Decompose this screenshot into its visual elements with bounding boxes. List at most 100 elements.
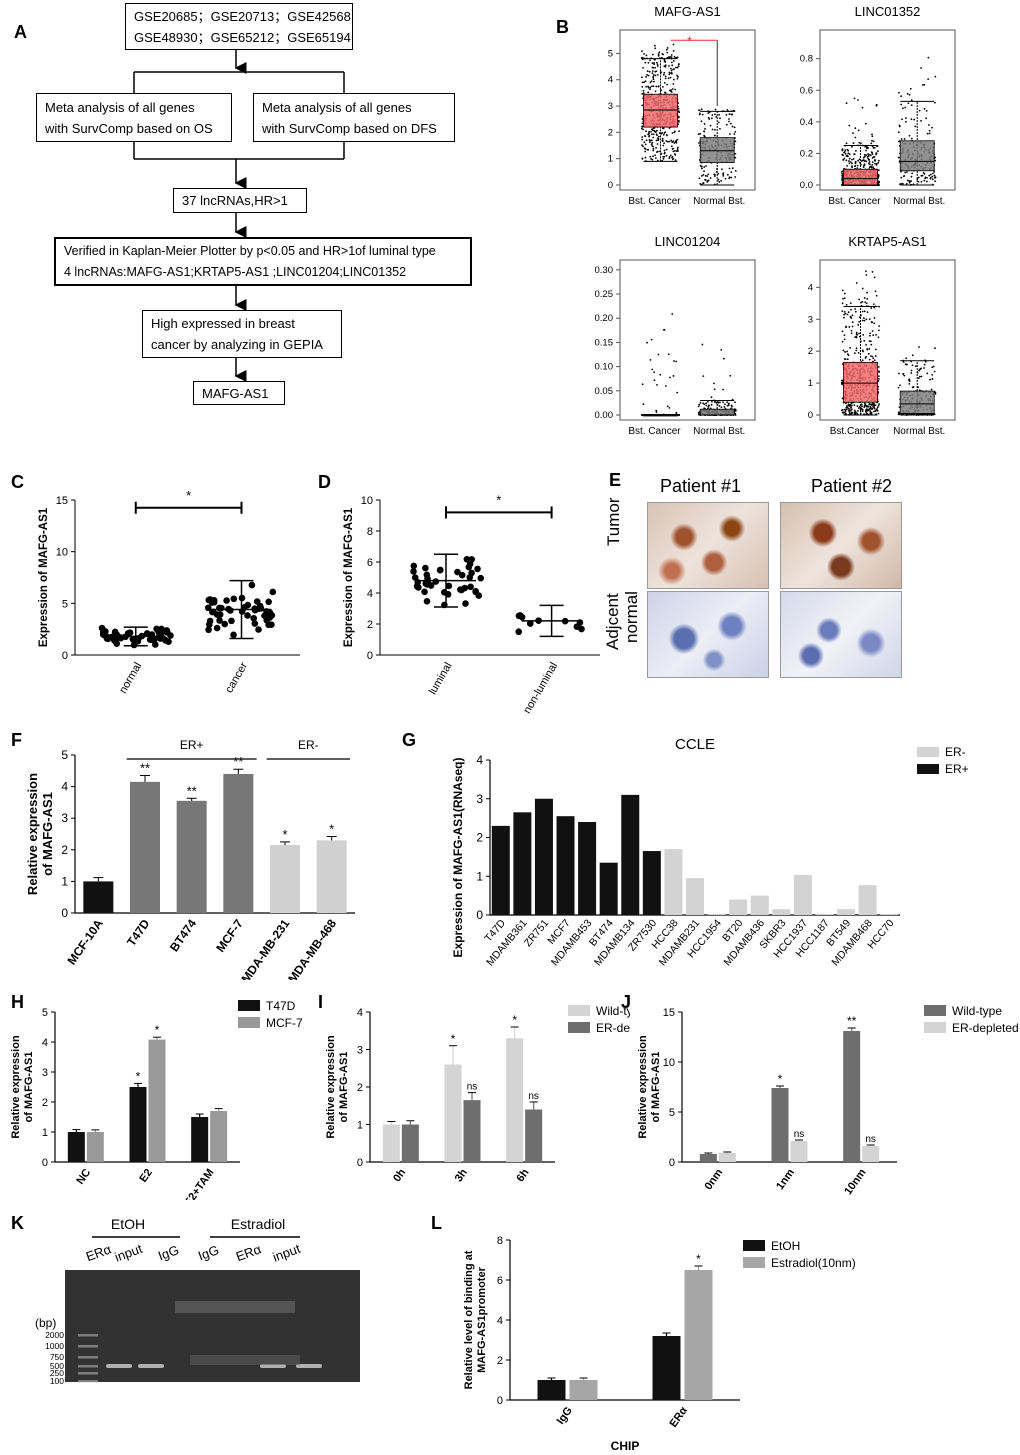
data-point xyxy=(265,621,272,629)
gepia-point xyxy=(668,89,671,92)
gepia-point xyxy=(867,153,870,155)
data-point xyxy=(515,628,522,636)
gepia-point xyxy=(897,131,900,134)
gepia-point xyxy=(911,172,914,175)
gepia-point xyxy=(670,145,673,148)
legend-label: MCF-7 xyxy=(266,1016,303,1030)
gepia-point xyxy=(655,409,658,412)
category-label: cancer xyxy=(223,660,250,695)
gepia-point xyxy=(670,56,673,59)
gepia-point xyxy=(655,129,658,132)
category-label: E2 xyxy=(137,1167,155,1185)
data-point xyxy=(472,587,479,595)
gepia-point xyxy=(871,161,874,164)
gepia-point xyxy=(841,379,844,382)
gepia-point xyxy=(877,150,879,153)
gepia-point xyxy=(717,401,720,404)
row-label-tumor: Tumor xyxy=(604,497,623,547)
gepia-point xyxy=(652,127,655,130)
gepia-point xyxy=(649,81,652,84)
gepia-point xyxy=(869,154,872,157)
gepia-point xyxy=(676,77,679,80)
gepia-point xyxy=(860,403,863,406)
legend-label: Wild-type xyxy=(596,1004,630,1018)
gepia-point xyxy=(861,359,864,362)
y-tick-label: 0 xyxy=(42,1157,48,1169)
y-tick-label: 4 xyxy=(61,780,68,794)
y-tick-label: 10 xyxy=(663,1057,675,1069)
gepia-point xyxy=(662,144,665,147)
gepia-point xyxy=(926,176,929,179)
gepia-point xyxy=(934,180,937,183)
category-label: 6h xyxy=(514,1167,531,1185)
data-point xyxy=(411,574,419,581)
gepia-category: Normal Bst. xyxy=(693,426,745,437)
datasets-box: GSE20685；GSE20713；GSE42568 GSE48930；GSE65… xyxy=(125,3,353,50)
data-point xyxy=(151,641,159,648)
gepia-frame xyxy=(619,29,756,191)
gepia-title: LINC01352 xyxy=(855,4,921,19)
gepia-point xyxy=(910,137,913,140)
gepia-point xyxy=(674,88,677,91)
gepia-point xyxy=(728,113,731,115)
gepia-point xyxy=(931,172,934,175)
gepia-point xyxy=(906,92,909,95)
gepia-point xyxy=(850,404,853,407)
gepia-point xyxy=(869,334,871,337)
y-tick-label: 3 xyxy=(357,1045,363,1057)
gepia-point xyxy=(870,151,873,154)
gepia-point xyxy=(905,117,907,120)
gepia-point xyxy=(643,52,645,55)
data-point xyxy=(415,584,422,591)
gepia-point xyxy=(843,334,846,337)
gepia-point xyxy=(644,156,647,159)
gepia-point xyxy=(705,165,707,167)
gepia-point xyxy=(650,80,653,83)
meta-os-box: Meta analysis of all genes with SurvComp … xyxy=(36,93,232,142)
gepia-point xyxy=(646,341,648,344)
gepia-point xyxy=(672,43,675,46)
gepia-point xyxy=(851,158,853,161)
gepia-point xyxy=(857,99,859,101)
data-point xyxy=(227,607,234,614)
gepia-point xyxy=(668,71,671,74)
gepia-point xyxy=(656,143,659,145)
gepia-point xyxy=(711,114,714,116)
data-point xyxy=(265,598,272,606)
gepia-ytick-label: 3 xyxy=(808,314,813,325)
y-axis-label-1: Relative expression xyxy=(637,1035,649,1139)
gepia-point xyxy=(843,292,846,295)
category-label: MCF-10A xyxy=(64,916,105,967)
bar xyxy=(843,1031,861,1162)
gepia-point xyxy=(698,177,701,180)
gepia-point xyxy=(652,149,655,152)
gepia-frame xyxy=(819,29,956,191)
bar xyxy=(621,794,640,915)
gepia-point xyxy=(871,355,874,358)
gepia-point xyxy=(646,70,649,72)
gepia-point xyxy=(734,401,736,404)
gepia-point xyxy=(850,329,853,332)
gepia-point xyxy=(708,118,711,120)
gepia-point xyxy=(861,310,864,313)
sig-star: * xyxy=(496,492,501,507)
gepia-point xyxy=(903,374,906,377)
data-point xyxy=(465,563,473,571)
category-label: MDA-MB-231 xyxy=(239,916,293,980)
gepia-point xyxy=(843,338,846,341)
gepia-point xyxy=(664,385,667,387)
gepia-point xyxy=(651,158,654,161)
gepia-point xyxy=(858,405,861,408)
gepia-point xyxy=(731,167,734,170)
gepia-point xyxy=(641,85,644,88)
gepia-point xyxy=(870,355,872,358)
y-tick-label: 0 xyxy=(669,1157,675,1169)
y-tick-label: 1 xyxy=(357,1120,363,1132)
category-label: MDA-MB-468 xyxy=(285,916,339,980)
gepia-point xyxy=(843,310,846,313)
gepia-point xyxy=(670,91,673,93)
gepia-ytick-label: 4 xyxy=(608,75,613,86)
gepia-point xyxy=(846,350,849,353)
gepia-point xyxy=(651,62,654,65)
ihc-normal-patient-1 xyxy=(647,591,769,678)
